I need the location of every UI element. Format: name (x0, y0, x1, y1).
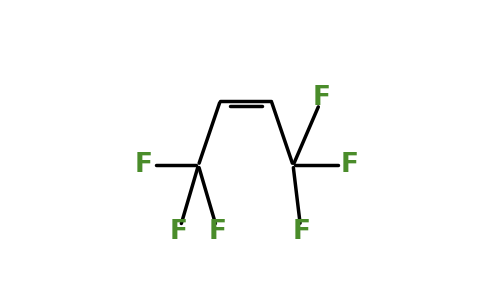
Text: F: F (209, 219, 227, 245)
Text: F: F (135, 152, 153, 178)
Text: F: F (170, 219, 188, 245)
Text: F: F (341, 152, 359, 178)
Text: F: F (292, 219, 310, 245)
Text: F: F (313, 85, 331, 111)
